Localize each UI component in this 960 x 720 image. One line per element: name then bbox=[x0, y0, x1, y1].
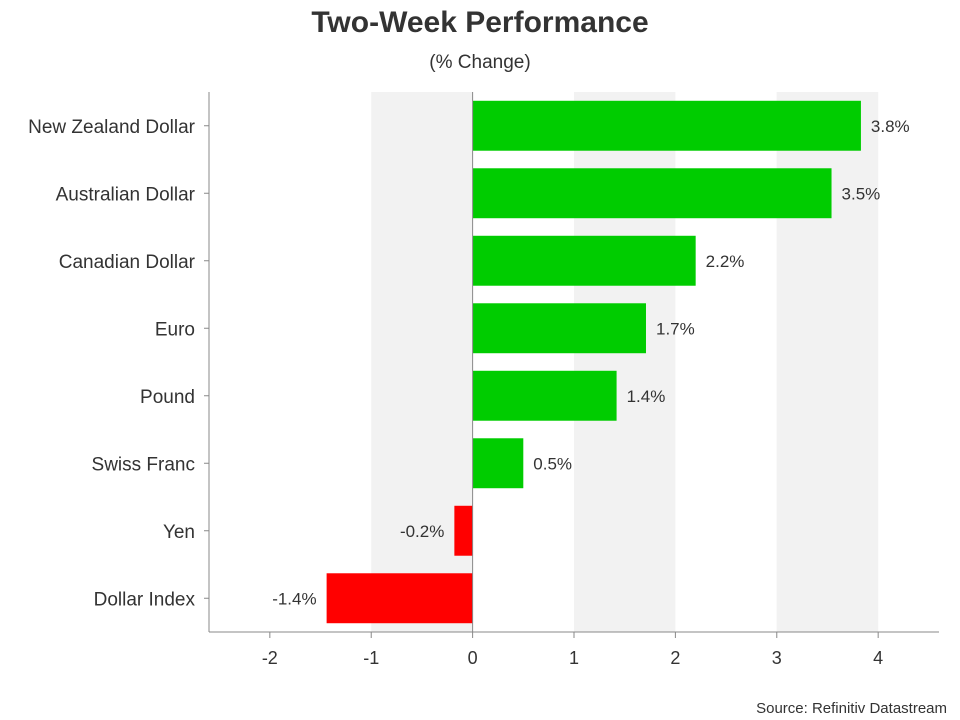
category-label: Canadian Dollar bbox=[59, 252, 196, 273]
bar bbox=[472, 370, 617, 421]
bar bbox=[326, 573, 473, 624]
category-label: Dollar Index bbox=[94, 589, 196, 610]
category-label: Yen bbox=[163, 522, 195, 543]
x-tick-label: 4 bbox=[873, 648, 883, 668]
bar bbox=[472, 303, 646, 354]
x-tick-label: -2 bbox=[262, 648, 278, 668]
data-label: 1.7% bbox=[656, 319, 695, 338]
data-label: 2.2% bbox=[706, 252, 745, 271]
category-label: Swiss Franc bbox=[92, 454, 195, 475]
data-label: 3.5% bbox=[842, 184, 881, 203]
x-tick-label: 3 bbox=[772, 648, 782, 668]
chart-subtitle: (% Change) bbox=[429, 52, 531, 73]
category-label: Euro bbox=[155, 319, 195, 340]
x-tick-label: -1 bbox=[363, 648, 379, 668]
data-label: 3.8% bbox=[871, 117, 910, 136]
data-label: 0.5% bbox=[533, 454, 572, 473]
x-tick-label: 1 bbox=[569, 648, 579, 668]
data-label: 1.4% bbox=[627, 387, 666, 406]
bar bbox=[472, 168, 832, 219]
source-note: Source: Refinitiv Datastream bbox=[756, 700, 947, 717]
bar bbox=[472, 235, 696, 286]
category-label: Australian Dollar bbox=[56, 184, 196, 205]
data-label: -1.4% bbox=[272, 589, 316, 608]
bar bbox=[454, 505, 473, 556]
x-tick-label: 0 bbox=[468, 648, 478, 668]
bar bbox=[472, 100, 861, 151]
data-label: -0.2% bbox=[400, 522, 444, 541]
x-tick-label: 2 bbox=[670, 648, 680, 668]
chart-title: Two-Week Performance bbox=[311, 6, 649, 39]
bar bbox=[472, 438, 524, 489]
category-label: Pound bbox=[140, 387, 195, 408]
category-label: New Zealand Dollar bbox=[28, 117, 196, 138]
